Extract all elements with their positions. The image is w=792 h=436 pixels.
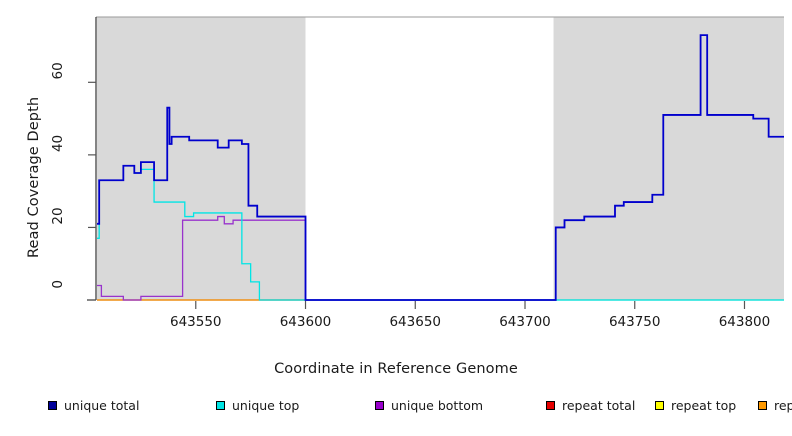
legend-label-unique-top: unique top bbox=[232, 398, 300, 413]
region-repeat-region-right bbox=[553, 17, 784, 300]
x-axis-title: Coordinate in Reference Genome bbox=[274, 361, 518, 377]
x-tick-label-643650: 643650 bbox=[389, 314, 442, 330]
legend-item-repeat-total[interactable]: repeat total bbox=[546, 398, 635, 413]
x-tick-label-643700: 643700 bbox=[499, 314, 551, 330]
y-tick-label-40: 40 bbox=[50, 134, 66, 153]
y-tick-label-20: 20 bbox=[50, 207, 66, 225]
chart-legend: unique total unique top unique bottom repea… bbox=[0, 398, 792, 418]
legend-label-repeat-total: repeat total bbox=[562, 398, 636, 413]
region-unique-region-middle bbox=[305, 17, 554, 300]
legend-item-unique-top[interactable]: unique top bbox=[216, 398, 299, 413]
legend-swatch-unique-total bbox=[48, 401, 57, 410]
legend-item-repeat-top[interactable]: repeat top bbox=[655, 398, 736, 413]
y-axis-title: Read Coverage Depth bbox=[26, 96, 42, 258]
x-tick-label-643600: 643600 bbox=[279, 314, 332, 330]
legend-swatch-unique-bottom bbox=[375, 401, 384, 410]
legend-item-repeat-bottom[interactable]: repeat bottom bbox=[758, 398, 792, 413]
x-tick-label-643800: 643800 bbox=[718, 314, 771, 330]
series-unique-total bbox=[97, 34, 784, 301]
region-repeat-region-left bbox=[97, 17, 306, 300]
legend-swatch-repeat-top bbox=[655, 401, 664, 410]
legend-item-unique-total[interactable]: unique total bbox=[48, 398, 139, 413]
legend-label-repeat-top: repeat top bbox=[671, 398, 737, 413]
x-tick-label-643550: 643550 bbox=[169, 314, 222, 330]
legend-label-unique-bottom: unique bottom bbox=[391, 398, 484, 413]
y-tick-label-0: 0 bbox=[50, 280, 66, 289]
legend-label-unique-total: unique total bbox=[64, 398, 140, 413]
legend-item-unique-bottom[interactable]: unique bottom bbox=[375, 398, 483, 413]
legend-swatch-repeat-bottom bbox=[758, 401, 767, 410]
legend-label-repeat-bottom: repeat bottom bbox=[774, 398, 792, 413]
x-tick-label-643750: 643750 bbox=[608, 314, 661, 330]
y-tick-label-60: 60 bbox=[50, 62, 66, 80]
legend-swatch-repeat-total bbox=[546, 401, 555, 410]
legend-swatch-unique-top bbox=[216, 401, 225, 410]
